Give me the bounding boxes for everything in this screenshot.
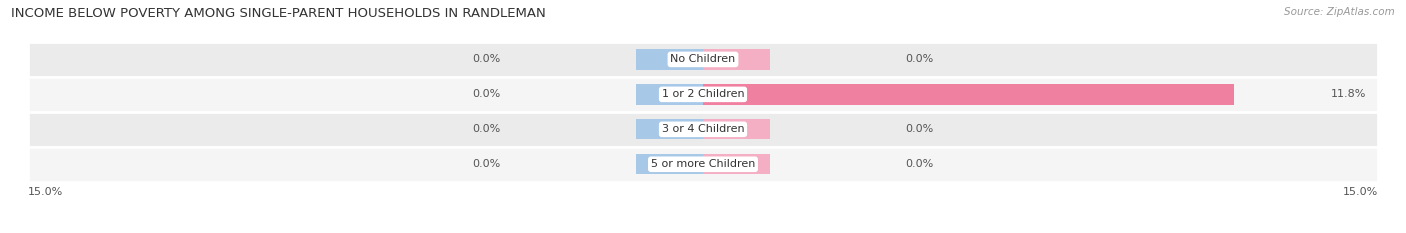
- Text: INCOME BELOW POVERTY AMONG SINGLE-PARENT HOUSEHOLDS IN RANDLEMAN: INCOME BELOW POVERTY AMONG SINGLE-PARENT…: [11, 7, 546, 20]
- Text: Source: ZipAtlas.com: Source: ZipAtlas.com: [1284, 7, 1395, 17]
- Legend: Single Father, Single Mother: Single Father, Single Mother: [603, 230, 803, 233]
- Bar: [703, 84, 1234, 105]
- Text: 0.0%: 0.0%: [472, 89, 501, 99]
- Bar: [703, 119, 770, 139]
- Bar: [28, 42, 1378, 77]
- Bar: [28, 77, 1378, 112]
- Text: 11.8%: 11.8%: [1330, 89, 1367, 99]
- Bar: [636, 154, 703, 174]
- Bar: [703, 49, 770, 69]
- Bar: [636, 49, 703, 69]
- Text: 0.0%: 0.0%: [905, 159, 934, 169]
- Text: 15.0%: 15.0%: [28, 187, 63, 197]
- Bar: [636, 84, 703, 105]
- Text: 0.0%: 0.0%: [905, 55, 934, 64]
- Bar: [28, 112, 1378, 147]
- Bar: [28, 147, 1378, 182]
- Text: 3 or 4 Children: 3 or 4 Children: [662, 124, 744, 134]
- Text: 0.0%: 0.0%: [472, 159, 501, 169]
- Text: 0.0%: 0.0%: [472, 124, 501, 134]
- Text: No Children: No Children: [671, 55, 735, 64]
- Bar: [636, 119, 703, 139]
- Bar: [703, 154, 770, 174]
- Text: 5 or more Children: 5 or more Children: [651, 159, 755, 169]
- Text: 0.0%: 0.0%: [472, 55, 501, 64]
- Text: 15.0%: 15.0%: [1343, 187, 1378, 197]
- Text: 0.0%: 0.0%: [905, 124, 934, 134]
- Text: 1 or 2 Children: 1 or 2 Children: [662, 89, 744, 99]
